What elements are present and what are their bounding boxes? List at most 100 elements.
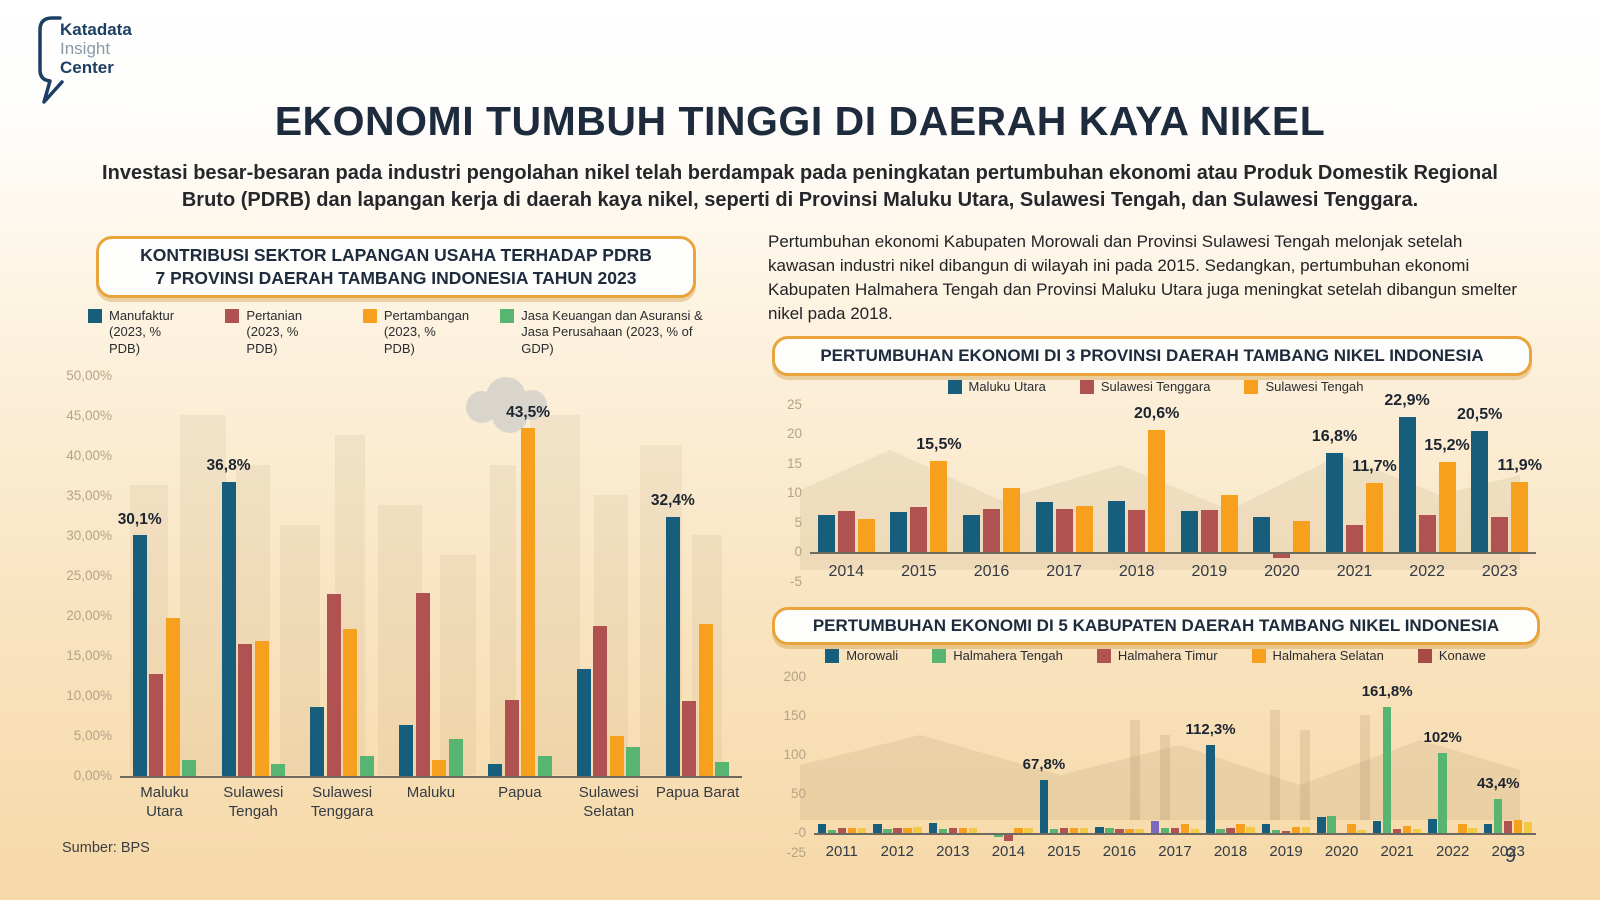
bar-sulawesi-tenggara-2022 (1418, 515, 1436, 552)
x-axis-label: 2019 (1191, 563, 1228, 580)
bar-halmahera-selatan-2021 (1402, 825, 1412, 833)
bar-morowali-2023 (1483, 823, 1493, 833)
bar-halmahera-selatan-2016 (1125, 829, 1134, 833)
bar-maluku-utara-2020 (1253, 517, 1271, 552)
legend-label: Halmahera Tengah (953, 648, 1063, 663)
page-number: 9 (1505, 845, 1517, 867)
legend-label: Morowali (846, 648, 899, 663)
x-axis-label: 2016 (1102, 843, 1137, 860)
legend-item-pertambangan: Pertambangan (2023, % PDB) (362, 308, 470, 357)
bar-morowali-2022 (1428, 818, 1437, 833)
bar-manufaktur-papua (488, 764, 503, 776)
bar-morowali-2013 (928, 822, 938, 833)
legend-label: Konawe (1438, 648, 1486, 663)
y-axis-tick: 0 (794, 544, 802, 559)
speech-bubble-icon (38, 16, 64, 104)
bar-sulawesi-tenggara-2023 (1491, 517, 1509, 552)
bar-konawe-2011 (857, 827, 867, 833)
bar-halmahera-tengah-2017 (1160, 828, 1170, 833)
legend-item-sulawesi-tengah: Sulawesi Tengah (1244, 379, 1364, 395)
bar-morowali-2016 (1095, 826, 1104, 833)
bar-konawe-2018 (1246, 826, 1255, 833)
legend-item-maluku-utara: Maluku Utara (947, 379, 1046, 395)
legend-label: Maluku Utara (968, 379, 1046, 394)
bar-sulawesi-tenggara-2017 (1055, 508, 1073, 552)
bar-konawe-2015 (1079, 828, 1089, 833)
bar-pertambangan-papua (521, 428, 536, 776)
bar-maluku-utara-2018 (1108, 501, 1126, 552)
bar-sulawesi-tengah-2023 (1511, 481, 1529, 552)
bar-manufaktur-sulawesi-tengah (221, 481, 236, 776)
y-axis-tick: 25,00% (66, 568, 112, 583)
x-axis-label: 2011 (825, 843, 858, 860)
bar-maluku-utara-2015 (890, 511, 908, 552)
bar-halmahera-tengah-2018 (1216, 829, 1225, 833)
bar-halmahera-selatan-2013 (958, 828, 968, 833)
y-axis-tick: 50 (790, 786, 806, 801)
bar-manufaktur-papua-barat (665, 516, 680, 776)
bar-halmahera-selatan-2018 (1236, 823, 1245, 833)
bar-morowali-2017 (1150, 821, 1160, 833)
bar-sulawesi-tengah-2019 (1220, 494, 1238, 552)
bar-maluku-utara-2022 (1398, 416, 1416, 552)
data-label: 67,8% (1022, 756, 1066, 774)
x-axis-label: 2018 (1213, 843, 1248, 860)
bar-jasa-keuangan-dan-asuransi--sulawesi-tengah (271, 764, 286, 776)
bar-halmahera-tengah-2015 (1049, 829, 1059, 833)
bar-sulawesi-tengah-2021 (1366, 482, 1383, 552)
bar-halmahera-tengah-2022 (1438, 753, 1447, 833)
bar-pertambangan-sulawesi-tenggara (343, 628, 358, 776)
y-axis-tick: 100 (783, 747, 806, 762)
y-axis-tick: 0,00% (73, 768, 112, 783)
legend-item-halmahera-tengah: Halmahera Tengah (932, 648, 1063, 664)
bar-pertanian-sulawesi-tengah (238, 644, 253, 776)
regencies-growth-bar-chart: 200 150 100 50 -0 -25 2011 2012 2013 2014 2015 2016… (768, 668, 1543, 883)
bar-sulawesi-tenggara-2021 (1346, 524, 1363, 552)
legend-item-pertanian: Pertanian (2023, % PDB) (225, 308, 332, 357)
bar-halmahera-timur-2015 (1059, 828, 1069, 833)
bar-halmahera-selatan-2020 (1347, 823, 1356, 833)
bar-maluku-utara-2023 (1471, 431, 1489, 552)
data-label: 11,9% (1497, 456, 1542, 474)
bar-jasa-keuangan-dan-asuransi--sulawesi-tenggara (359, 756, 374, 776)
logo-line3: Center (60, 58, 114, 78)
y-axis-tick: 20 (786, 426, 802, 441)
bar-maluku-utara-2014 (817, 515, 835, 552)
bar-pertambangan-maluku-utara (165, 618, 180, 776)
x-axis-label: 2020 (1264, 563, 1300, 580)
bar-morowali-2019 (1261, 823, 1271, 833)
x-axis-label: 2016 (973, 563, 1010, 580)
pdrb-bar-chart: 50,00% 45,00% 40,00% 35,00% 30,00% 25,00% 20,0… (58, 358, 748, 828)
legend-item-sulawesi-tenggara: Sulawesi Tenggara (1079, 379, 1210, 395)
x-axis-label: 2017 (1158, 843, 1192, 860)
legend-label: Halmahera Selatan (1272, 648, 1384, 663)
data-label: 15,2% (1424, 437, 1470, 455)
bar-halmahera-timur-2011 (837, 828, 847, 833)
bar-maluku-utara-2021 (1326, 452, 1343, 552)
y-axis-tick: 30,00% (66, 528, 112, 543)
bar-halmahera-tengah-2016 (1105, 827, 1114, 833)
bar-pertanian-papua-barat (682, 700, 697, 776)
bar-pertambangan-papua-barat (698, 624, 713, 776)
bar-halmahera-tengah-2013 (938, 829, 948, 833)
x-axis-label: Sulawesi Tenggara (310, 784, 374, 820)
x-axis-label: 2023 (1491, 843, 1525, 860)
bar-pertambangan-maluku (432, 760, 447, 776)
bar-jasa-keuangan-dan-asuransi--maluku (448, 739, 463, 776)
legend-item-jasa-keuangan-dan-asuransi-: Jasa Keuangan dan Asuransi & Jasa Perusah… (500, 308, 728, 357)
legend-swatch (825, 649, 840, 663)
y-axis-tick: 20,00% (66, 608, 112, 623)
bar-pertanian-maluku-utara (149, 673, 164, 776)
bar-sulawesi-tengah-2017 (1075, 505, 1093, 552)
bar-morowali-2021 (1372, 820, 1382, 833)
bar-halmahera-timur-2021 (1392, 829, 1402, 833)
bar-sulawesi-tengah-2016 (1003, 487, 1020, 552)
bar-sulawesi-tenggara-2015 (910, 507, 928, 552)
bar-sulawesi-tenggara-2018 (1128, 510, 1146, 552)
legend-item-halmahera-timur: Halmahera Timur (1096, 648, 1218, 664)
y-axis-tick: 10 (786, 485, 802, 500)
legend-swatch (225, 309, 240, 323)
bar-pertambangan-sulawesi-selatan (609, 736, 624, 776)
page-title: EKONOMI TUMBUH TINGGI DI DAERAH KAYA NIK… (274, 98, 1326, 144)
legend-swatch (947, 380, 962, 394)
